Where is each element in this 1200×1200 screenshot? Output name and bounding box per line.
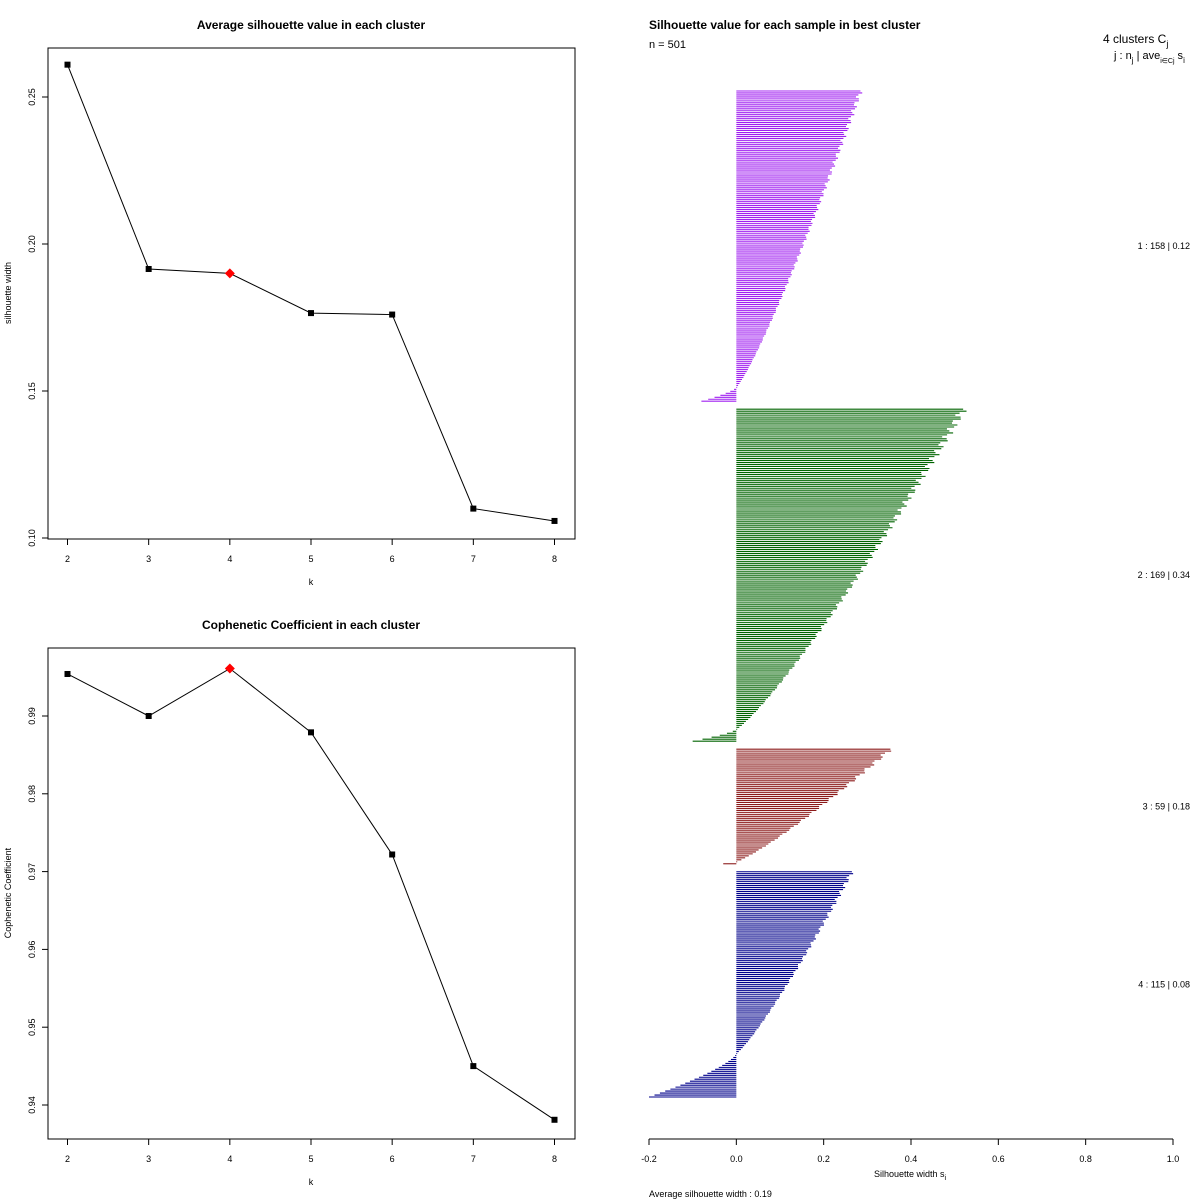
p1-ytick-label: 0.15 (27, 382, 37, 400)
p1-plot-frame (47, 47, 576, 540)
p3-xlabel: Silhouette width si (874, 1169, 947, 1182)
p1-ytick-label: 0.10 (27, 529, 37, 547)
p3-xtick-label: 0.4 (905, 1154, 918, 1164)
p2-data-point (308, 729, 314, 736)
cluster-3-label: 3 : 59 | 0.18 (1143, 801, 1190, 811)
p2-xtick-label: 2 (65, 1154, 70, 1164)
cluster-3-bars (723, 748, 892, 865)
p2-series-line (67, 667, 555, 1121)
p1-data-point (551, 517, 558, 524)
p2-xtick-label: 6 (390, 1154, 395, 1164)
p2-ytick-label: 0.97 (27, 863, 37, 881)
p3-cluster-labels: 1 : 158 | 0.12 2 : 169 | 0.34 3 : 59 | 0.1… (1138, 241, 1190, 989)
p1-highlight-point (224, 268, 235, 279)
p3-xtick-label: -0.2 (641, 1154, 657, 1164)
p1-xtick-label: 8 (552, 554, 557, 564)
p3-xtick-label: 0.0 (730, 1154, 743, 1164)
p2-highlight-point (224, 663, 235, 674)
p2-axes: 2 3 4 5 6 7 8 0.94 0.95 0.96 0.97 0.98 0.99 (27, 707, 557, 1164)
panel-silhouette-samples: Silhouette value for each sample in best… (641, 18, 1190, 1199)
p2-xtick-label: 5 (308, 1154, 313, 1164)
p2-xtick-label: 7 (471, 1154, 476, 1164)
p3-header-line2: j : nj | avei∈Cj si (1113, 50, 1185, 65)
p1-xtick-label: 6 (390, 554, 395, 564)
p2-data-point (470, 1063, 477, 1070)
p1-data-point (308, 310, 314, 317)
p1-series (64, 61, 558, 524)
p2-title: Cophenetic Coefficient in each cluster (202, 618, 420, 632)
cluster-4-bars (649, 871, 854, 1098)
cluster-2-bars (692, 408, 967, 742)
p2-plot-frame (47, 647, 576, 1140)
p3-axes: -0.2 0.0 0.2 0.4 0.6 0.8 1.0 (641, 1139, 1179, 1164)
p1-xtick-label: 5 (308, 554, 313, 564)
p2-xtick-label: 8 (552, 1154, 557, 1164)
p3-title: Silhouette value for each sample in best… (649, 18, 921, 32)
p2-ytick-label: 0.95 (27, 1018, 37, 1036)
panel-avg-silhouette: Average silhouette value in each cluster… (3, 18, 576, 587)
p2-data-point (145, 713, 152, 719)
cluster-4-label: 4 : 115 | 0.08 (1138, 979, 1190, 989)
p3-n-label: n = 501 (649, 39, 686, 51)
p3-bars (649, 90, 967, 1098)
p1-ylabel: silhouette width (3, 262, 13, 324)
p3-footer: Average silhouette width : 0.19 (649, 1189, 772, 1199)
p3-xtick-label: 0.8 (1079, 1154, 1092, 1164)
p1-xtick-label: 4 (227, 554, 232, 564)
p2-ytick-label: 0.94 (27, 1096, 37, 1114)
p2-xlabel: k (309, 1177, 314, 1187)
cluster-2-label: 2 : 169 | 0.34 (1138, 570, 1190, 580)
p3-xtick-label: 0.2 (817, 1154, 830, 1164)
cluster-1-label: 1 : 158 | 0.12 (1138, 241, 1190, 251)
p2-xtick-label: 3 (146, 1154, 151, 1164)
p1-ytick-label: 0.20 (27, 235, 37, 253)
p3-xtick-label: 1.0 (1167, 1154, 1180, 1164)
p1-ytick-label: 0.25 (27, 88, 37, 106)
p2-data-point (389, 851, 396, 858)
p1-xlabel: k (309, 577, 314, 587)
p1-xtick-label: 7 (471, 554, 476, 564)
p2-ylabel: Cophenetic Coefficient (3, 847, 13, 938)
p1-data-point (64, 61, 71, 68)
p2-series (64, 663, 558, 1123)
p2-ytick-label: 0.96 (27, 941, 37, 959)
p2-xtick-label: 4 (227, 1154, 232, 1164)
p1-data-point (470, 505, 477, 512)
p1-data-point (145, 265, 152, 272)
p2-data-point (551, 1116, 558, 1123)
p2-data-point (64, 670, 71, 677)
p2-ytick-label: 0.98 (27, 785, 37, 803)
panel-cophenetic: Cophenetic Coefficient in each cluster 2… (3, 618, 576, 1187)
p3-xtick-label: 0.6 (992, 1154, 1005, 1164)
cluster-1-bars (701, 90, 863, 402)
p1-title: Average silhouette value in each cluster (197, 18, 426, 32)
p2-ytick-label: 0.99 (27, 707, 37, 725)
p1-data-point (389, 311, 396, 318)
p1-xtick-label: 3 (146, 554, 151, 564)
p1-axes: 2 3 4 5 6 7 8 0.10 0.15 0.20 0.25 (27, 88, 557, 564)
p1-xtick-label: 2 (65, 554, 70, 564)
p1-series-line (67, 64, 555, 522)
p3-header-line1: 4 clusters Cj (1103, 32, 1168, 49)
